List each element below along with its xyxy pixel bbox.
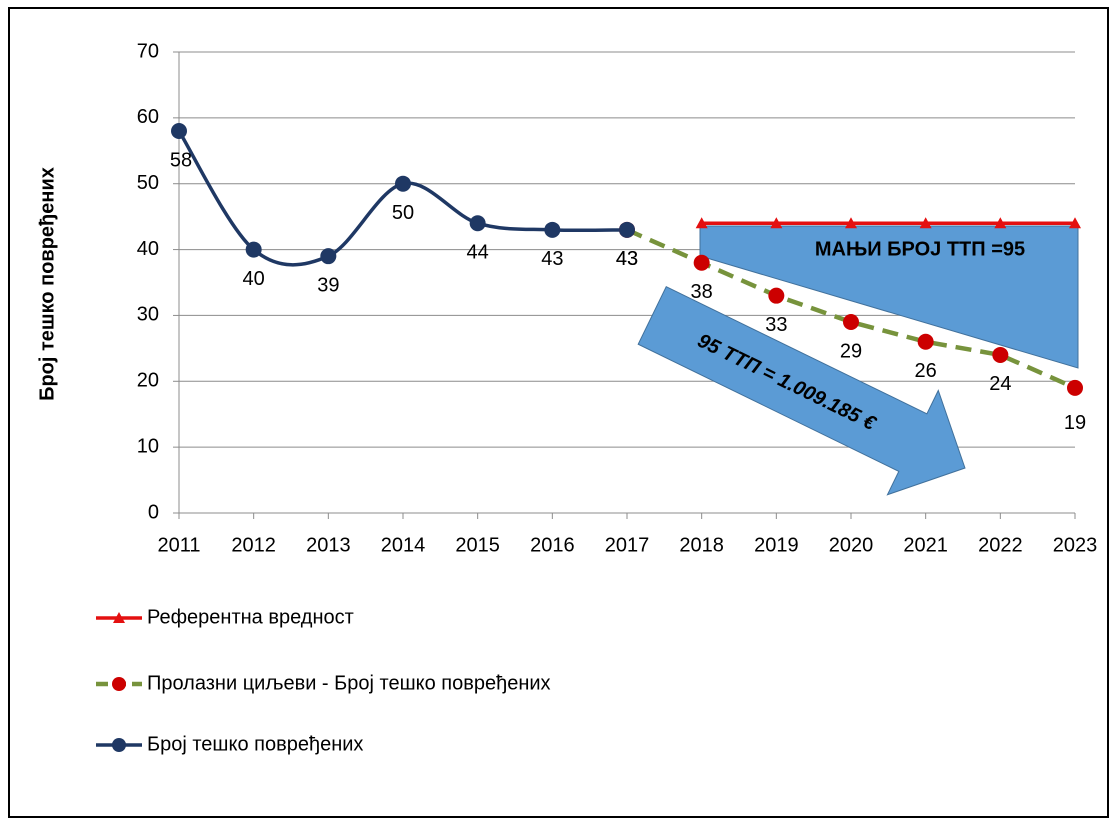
legend-marker bbox=[112, 677, 126, 691]
data-label: 40 bbox=[243, 268, 265, 290]
data-point bbox=[994, 217, 1007, 229]
data-point bbox=[1067, 379, 1083, 396]
target-area bbox=[699, 225, 1079, 369]
y-tick-label: 70 bbox=[137, 40, 159, 62]
data-point bbox=[171, 123, 187, 140]
y-tick-label: 0 bbox=[148, 501, 159, 523]
x-tick-label: 2013 bbox=[306, 534, 351, 556]
data-label: 44 bbox=[467, 242, 489, 264]
legend-marker bbox=[112, 738, 126, 752]
data-point bbox=[768, 287, 785, 304]
data-point bbox=[544, 221, 561, 238]
x-tick-label: 2023 bbox=[1053, 534, 1098, 556]
data-point bbox=[693, 254, 710, 271]
legend-marker bbox=[113, 612, 125, 623]
data-point bbox=[770, 217, 783, 229]
x-tick-label: 2012 bbox=[231, 534, 276, 556]
data-point bbox=[245, 241, 262, 258]
data-label: 58 bbox=[170, 149, 192, 171]
legend-label: Број тешко повређених bbox=[147, 733, 363, 755]
x-tick-label: 2018 bbox=[679, 534, 724, 556]
data-label: 43 bbox=[616, 248, 638, 270]
legend-label: Референтна вредност bbox=[147, 606, 354, 628]
savings-arrow: 95 ТТП = 1.009.185 € bbox=[637, 286, 966, 496]
x-tick-label: 2011 bbox=[157, 534, 200, 556]
data-point bbox=[619, 221, 635, 238]
y-tick-label: 50 bbox=[137, 172, 159, 194]
data-label: 24 bbox=[989, 373, 1011, 395]
y-tick-label: 30 bbox=[137, 304, 159, 326]
arrow-shape bbox=[637, 286, 966, 496]
annotation: МАЊИ БРОЈ ТТП =95 bbox=[815, 238, 1025, 260]
y-tick-label: 20 bbox=[137, 370, 159, 392]
data-label: 43 bbox=[616, 248, 638, 270]
x-tick-label: 2019 bbox=[754, 534, 799, 556]
data-point bbox=[919, 217, 932, 229]
x-tick-label: 2017 bbox=[605, 534, 650, 556]
data-label: 39 bbox=[317, 274, 339, 296]
data-label: 50 bbox=[392, 202, 414, 224]
y-tick-label: 60 bbox=[137, 106, 159, 128]
data-label: 38 bbox=[691, 281, 713, 303]
x-tick-label: 2015 bbox=[455, 534, 500, 556]
data-point bbox=[695, 217, 708, 229]
data-label: 26 bbox=[915, 360, 937, 382]
x-tick-label: 2020 bbox=[829, 534, 874, 556]
data-point bbox=[1069, 217, 1081, 229]
data-point bbox=[845, 217, 857, 229]
data-point bbox=[843, 314, 859, 331]
data-label: 33 bbox=[765, 314, 787, 336]
y-axis-title: Број тешко повређених bbox=[36, 167, 58, 401]
data-point bbox=[320, 248, 337, 265]
data-point bbox=[917, 333, 934, 350]
legend-label: Пролазни циљеви - Број тешко повређених bbox=[147, 672, 551, 694]
y-tick-label: 10 bbox=[137, 435, 159, 457]
data-label: 43 bbox=[541, 248, 563, 270]
x-tick-label: 2016 bbox=[530, 534, 575, 556]
data-label: 19 bbox=[1064, 412, 1086, 434]
y-tick-label: 40 bbox=[137, 238, 159, 260]
data-point bbox=[992, 346, 1009, 363]
data-label: 29 bbox=[840, 340, 862, 362]
data-point bbox=[395, 175, 411, 192]
data-point bbox=[469, 215, 486, 232]
x-tick-label: 2021 bbox=[903, 534, 948, 556]
x-tick-label: 2014 bbox=[381, 534, 426, 556]
x-tick-label: 2022 bbox=[978, 534, 1023, 556]
